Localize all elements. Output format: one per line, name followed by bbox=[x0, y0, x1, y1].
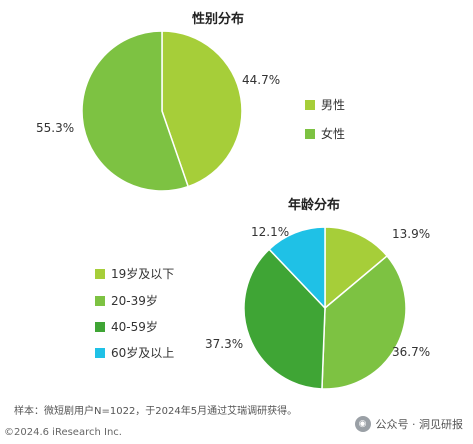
watermark: ◉ 公众号 · 洞见研报 bbox=[354, 416, 464, 432]
pie-slice-60-above bbox=[268, 226, 326, 310]
gender-label-female: 55.3% bbox=[36, 121, 75, 135]
legend-swatch-60-above bbox=[95, 347, 105, 358]
sample-footnote: 样本：微短剧用户N=1022，于2024年5月通过艾瑞调研获得。 bbox=[14, 406, 298, 417]
legend-label-40-59: 40-59岁 bbox=[111, 320, 158, 334]
watermark-text: 公众号 · 洞见研报 bbox=[375, 418, 464, 431]
legend-label-female: 女性 bbox=[321, 127, 346, 141]
age-label-60-above: 12.1% bbox=[251, 225, 290, 239]
gender-label-male: 44.7% bbox=[242, 73, 281, 87]
legend-swatch-male bbox=[305, 99, 315, 110]
pie-slice-20-39 bbox=[321, 254, 407, 390]
legend-swatch-40-59 bbox=[95, 321, 105, 332]
pie-slice-male bbox=[161, 30, 243, 188]
legend-item-19-below: 19岁及以下 bbox=[95, 265, 174, 282]
legend-item-female: 女性 bbox=[305, 125, 345, 142]
age-label-20-39: 36.7% bbox=[392, 345, 431, 359]
legend-swatch-female bbox=[305, 128, 315, 139]
copyright-text: ©2024.6 iResearch Inc. bbox=[4, 427, 122, 438]
pie-slice-19-below bbox=[324, 226, 389, 310]
age-label-40-59: 37.3% bbox=[205, 337, 244, 351]
pie-slice-female bbox=[81, 30, 190, 192]
legend-label-60-above: 60岁及以上 bbox=[111, 346, 175, 360]
pie-slice-40-59 bbox=[243, 248, 326, 390]
legend-label-male: 男性 bbox=[321, 98, 346, 112]
legend-item-60-above: 60岁及以上 bbox=[95, 344, 174, 361]
legend-label-20-39: 20-39岁 bbox=[111, 294, 158, 308]
legend-label-19-below: 19岁及以下 bbox=[111, 267, 175, 281]
legend-swatch-20-39 bbox=[95, 295, 105, 306]
age-chart-title: 年龄分布 bbox=[288, 198, 341, 213]
legend-item-40-59: 40-59岁 bbox=[95, 318, 158, 335]
legend-swatch-19-below bbox=[95, 268, 105, 279]
legend-item-male: 男性 bbox=[305, 96, 345, 113]
gender-chart-title: 性别分布 bbox=[192, 12, 245, 27]
age-label-19-below: 13.9% bbox=[392, 227, 431, 241]
legend-item-20-39: 20-39岁 bbox=[95, 292, 158, 309]
wechat-icon: ◉ bbox=[354, 416, 371, 432]
